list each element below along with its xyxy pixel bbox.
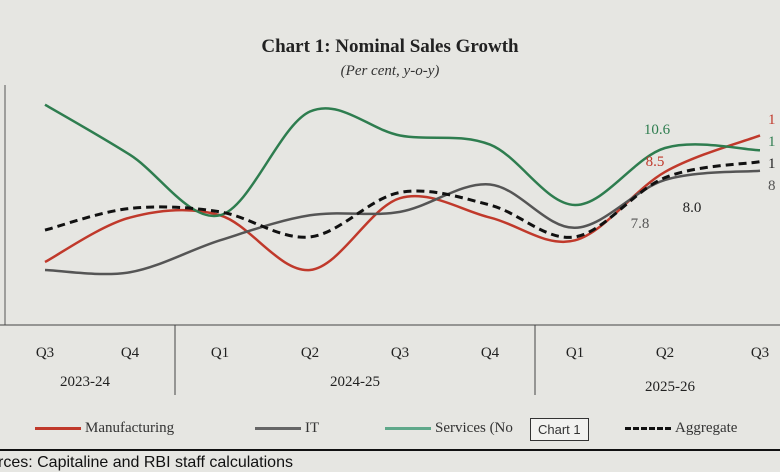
data-label: 1 bbox=[768, 156, 776, 172]
series-line-manufacturing bbox=[44, 134, 761, 272]
year-label: 2025-26 bbox=[645, 379, 695, 395]
legend-swatch bbox=[625, 427, 671, 430]
legend-swatch bbox=[255, 427, 301, 430]
legend-swatch bbox=[385, 427, 431, 430]
data-label: 8.0 bbox=[683, 200, 702, 216]
series-line-aggregate bbox=[44, 160, 761, 239]
data-label: 8 bbox=[768, 178, 776, 194]
x-tick-label: Q3 bbox=[391, 345, 409, 361]
x-tick-label: Q3 bbox=[751, 345, 769, 361]
legend-aggregate[interactable]: Aggregate bbox=[625, 420, 737, 437]
series-line-services-non-it- bbox=[44, 103, 761, 218]
data-label: 1 bbox=[768, 134, 776, 150]
x-tick-label: Q2 bbox=[301, 345, 319, 361]
source-note: rces: Capitaline and RBI staff calculati… bbox=[0, 454, 293, 471]
chart-subtitle: (Per cent, y-o-y) bbox=[340, 63, 440, 79]
legend-label: Manufacturing bbox=[85, 420, 175, 436]
divider bbox=[0, 449, 780, 451]
data-label: 8.5 bbox=[646, 154, 665, 170]
x-tick-label: Q2 bbox=[656, 345, 674, 361]
year-label: 2024-25 bbox=[330, 374, 380, 390]
x-tick-label: Q4 bbox=[121, 345, 140, 361]
legend-label: Aggregate bbox=[675, 420, 738, 436]
legend-swatch bbox=[35, 427, 81, 430]
x-tick-label: Q1 bbox=[211, 345, 229, 361]
chart-title: Chart 1: Nominal Sales Growth bbox=[261, 36, 519, 57]
x-tick-label: Q3 bbox=[36, 345, 54, 361]
data-label: 1 bbox=[768, 112, 776, 128]
legend-manufacturing[interactable]: Manufacturing bbox=[35, 420, 174, 437]
x-tick-label: Q4 bbox=[481, 345, 500, 361]
data-label: 10.6 bbox=[644, 122, 671, 138]
legend-it[interactable]: IT bbox=[255, 420, 319, 437]
series-line-it bbox=[44, 169, 761, 276]
year-label: 2023-24 bbox=[60, 374, 110, 390]
x-tick-label: Q1 bbox=[566, 345, 584, 361]
legend-services[interactable]: Services (No bbox=[385, 420, 513, 437]
tooltip: Chart 1 bbox=[530, 418, 589, 441]
data-label: 7.8 bbox=[631, 216, 650, 232]
legend-label: IT bbox=[305, 420, 320, 436]
legend-label: Services (No bbox=[435, 420, 513, 436]
